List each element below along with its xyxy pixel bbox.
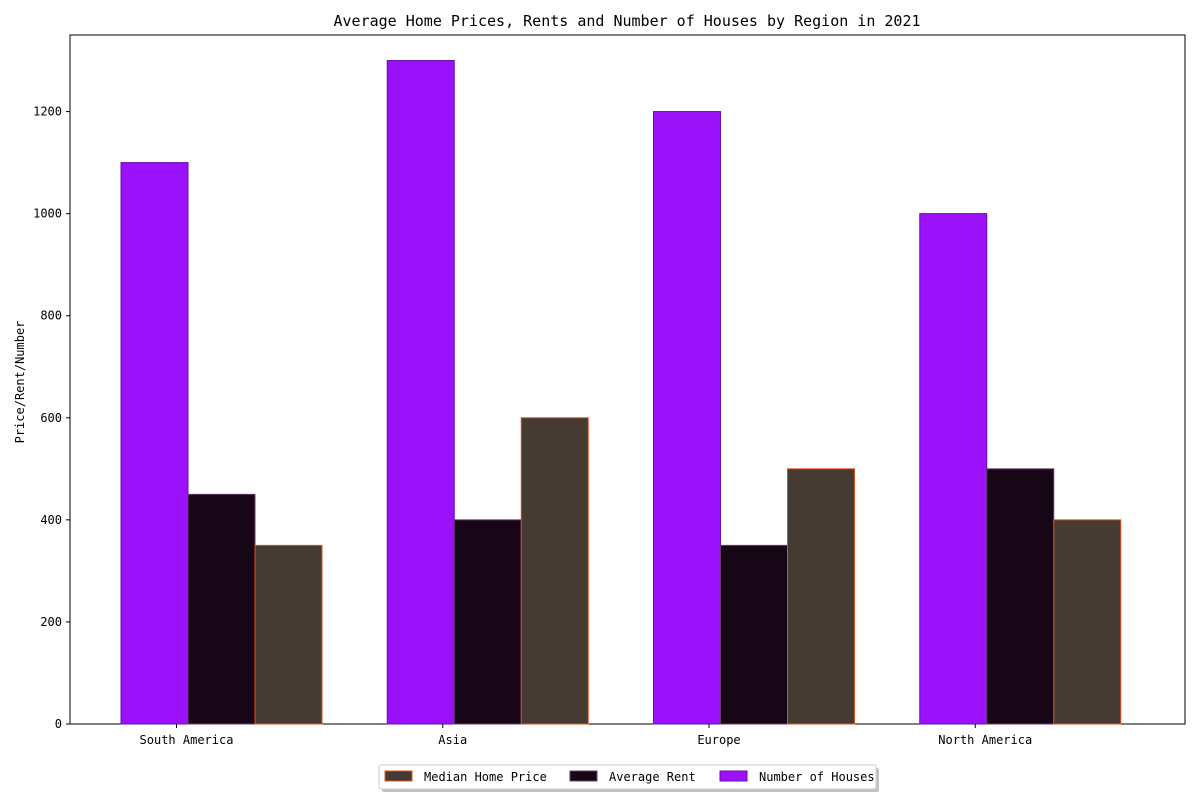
x-tick-label: Asia	[438, 733, 467, 747]
plot-frame	[69, 34, 1186, 725]
y-tick-label: 400	[40, 513, 62, 527]
y-axis-label: Price/Rent/Number	[13, 321, 27, 444]
legend-label: Number of Houses	[759, 770, 875, 784]
y-tick-label: 200	[40, 615, 62, 629]
bar-average-rent	[720, 544, 788, 725]
y-axis: 0 200 400 600 800 1000 1200	[33, 105, 70, 731]
bar-median-home-price	[520, 417, 589, 725]
legend-box	[378, 764, 877, 790]
y-tick-label: 600	[40, 411, 62, 425]
x-tick-label: North America	[938, 733, 1032, 747]
bar-median-home-price	[254, 544, 323, 725]
bar-number-of-houses	[120, 162, 189, 725]
legend: Median Home Price Average Rent Number of H…	[378, 764, 879, 792]
bar-average-rent	[986, 468, 1055, 725]
y-tick-label: 1200	[33, 105, 62, 119]
bar-median-home-price	[787, 468, 855, 725]
bar-average-rent	[187, 493, 256, 725]
legend-swatch	[569, 770, 598, 782]
bar-number-of-houses	[919, 213, 988, 725]
bar-median-home-price	[1053, 519, 1122, 725]
legend-swatch	[719, 770, 748, 782]
x-tick-label: South America	[140, 733, 234, 747]
x-axis: South America Asia Europe North America	[140, 724, 1032, 747]
legend-label: Median Home Price	[424, 770, 547, 784]
bar-average-rent	[453, 519, 522, 725]
y-tick-label: 1000	[33, 207, 62, 221]
chart-title: Average Home Prices, Rents and Number of…	[334, 12, 921, 30]
x-tick-label: Europe	[697, 733, 740, 747]
bar-number-of-houses	[386, 60, 455, 725]
y-tick-label: 0	[55, 717, 62, 731]
bar-number-of-houses	[653, 111, 721, 725]
bars	[120, 60, 1122, 725]
legend-label: Average Rent	[609, 770, 696, 784]
legend-swatch	[384, 770, 413, 782]
y-tick-label: 800	[40, 309, 62, 323]
